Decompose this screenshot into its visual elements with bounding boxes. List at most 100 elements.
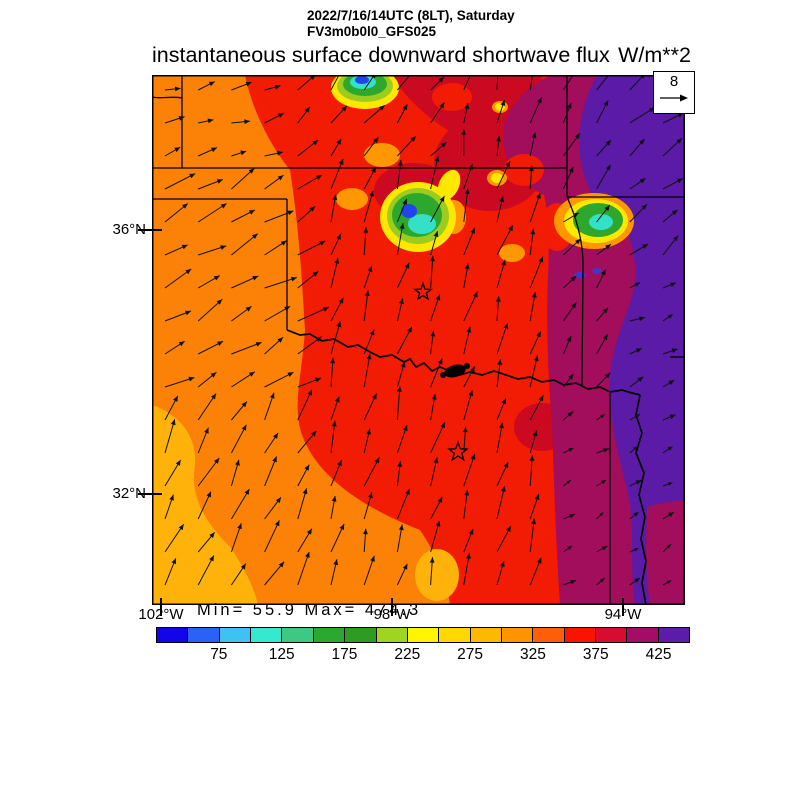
wind-arrow-head [439, 196, 445, 202]
wind-arrow-head [373, 137, 379, 144]
wind-arrow-head [639, 178, 646, 184]
wind-arrow-head [332, 194, 338, 201]
lat-label-36n: 36°N [112, 221, 146, 238]
colorbar-cell [596, 628, 628, 642]
wind-arrow-head [468, 390, 474, 397]
wind-arrow-head [435, 520, 441, 527]
wind-arrow-head [309, 206, 316, 212]
wind-arrow-head [440, 422, 445, 429]
wind-arrow-head [501, 398, 506, 405]
wind-arrow-head [637, 376, 644, 383]
wind-arrow-head [277, 337, 284, 343]
wind-arrow-head [304, 464, 310, 471]
wind-arrow-head [635, 480, 642, 485]
wind-arrow [230, 488, 250, 520]
wind-arrow-head [277, 113, 284, 118]
fill-field [152, 75, 685, 605]
wind-arrow-head [439, 102, 445, 109]
wind-arrow-head [667, 446, 673, 451]
wind-arrow-head [269, 392, 275, 399]
wind-arrow-head [312, 271, 319, 277]
wind-arrow-head [571, 302, 577, 309]
wind-arrow-head [211, 393, 217, 400]
wind-arrow-head [532, 430, 538, 437]
wind-arrow-head [536, 192, 541, 199]
wind-arrow-head [602, 334, 608, 341]
wind-arrow [197, 203, 227, 223]
wind-arrow-head [639, 139, 645, 145]
wind-arrow-head [237, 523, 242, 530]
wind-arrow-head [366, 353, 372, 360]
wind-arrow-head [331, 420, 337, 427]
wind-arrow-head [605, 244, 611, 250]
wind-arrow-head [277, 175, 284, 181]
wind-arrow-head [341, 105, 347, 112]
wind-arrow-head [531, 132, 537, 139]
wind-arrow-head [372, 393, 377, 400]
wind-arrow-head [185, 310, 191, 316]
wind-arrow-head [284, 306, 291, 312]
wind-arrow-head [399, 223, 405, 229]
reference-vector-value: 8 [669, 73, 679, 90]
wind-arrow-head [602, 307, 609, 314]
light-orange-band [152, 405, 258, 605]
wind-arrow-head [566, 336, 572, 342]
wind-arrow-head [170, 419, 176, 426]
wind-arrow-head [501, 259, 506, 266]
lat-tick-36n [138, 229, 162, 231]
wind-arrow-head [182, 203, 188, 209]
wind-arrow-head [634, 282, 641, 287]
wind-arrow-head [508, 225, 513, 232]
header-model: FV3m0b0l0_GFS025 [307, 24, 437, 39]
lon-tick-94w [622, 598, 624, 616]
wind-arrow-head [464, 188, 470, 195]
wind-arrow-head [505, 161, 511, 167]
colorbar-cell [251, 628, 283, 642]
wind-arrow-head [276, 150, 283, 156]
wind-arrow-head [671, 209, 678, 216]
wind-arrow-head [220, 245, 227, 250]
wind-arrow-head [206, 491, 211, 498]
plot-units: W/m**2 [618, 43, 691, 67]
wind-arrow-head [641, 204, 648, 210]
colorbar-cell [627, 628, 659, 642]
plot-title: instantaneous surface downward shortwave… [152, 43, 610, 67]
wind-arrow-head [402, 425, 408, 432]
wind-arrow [562, 75, 574, 91]
wind-arrow-head [633, 512, 639, 517]
wind-arrow-head [468, 164, 473, 170]
wind-arrow-head [530, 228, 536, 235]
wind-arrow-head [336, 233, 341, 240]
wind-arrow [463, 188, 469, 223]
wind-arrow-head [402, 104, 408, 111]
wind-arrow-head [333, 559, 339, 566]
wind-arrow-head [240, 563, 246, 570]
wind-arrow [297, 389, 313, 421]
colorbar-cell [439, 628, 471, 642]
wind-arrow [264, 520, 280, 553]
wind-arrow-head [209, 532, 215, 539]
wind-arrow-head [336, 138, 342, 145]
colorbar [156, 627, 690, 643]
wind-arrow-head [278, 561, 285, 568]
wind-arrow-head [568, 448, 574, 452]
wind-arrow-head [274, 520, 280, 527]
wind-arrow-head [570, 579, 577, 585]
wind-arrow [396, 386, 401, 421]
wind-arrow-head [603, 100, 609, 107]
wind-arrow [264, 277, 297, 289]
wind-arrow-head [466, 553, 471, 559]
wind-arrow [297, 306, 330, 322]
wind-arrow-head [468, 528, 474, 535]
wind-arrow-head [367, 265, 373, 272]
wind-arrow [463, 453, 476, 487]
colorbar-cell [407, 628, 440, 642]
wind-arrow-head [272, 456, 277, 463]
wind-arrow-head [410, 136, 416, 142]
lat-label-32n: 32°N [112, 485, 146, 502]
wind-arrow-head [302, 488, 308, 495]
wind-arrow-head [336, 321, 342, 328]
wind-arrow-head [529, 455, 535, 461]
wind-arrow-head [531, 518, 537, 525]
reference-vector-box: 8 [653, 71, 695, 114]
